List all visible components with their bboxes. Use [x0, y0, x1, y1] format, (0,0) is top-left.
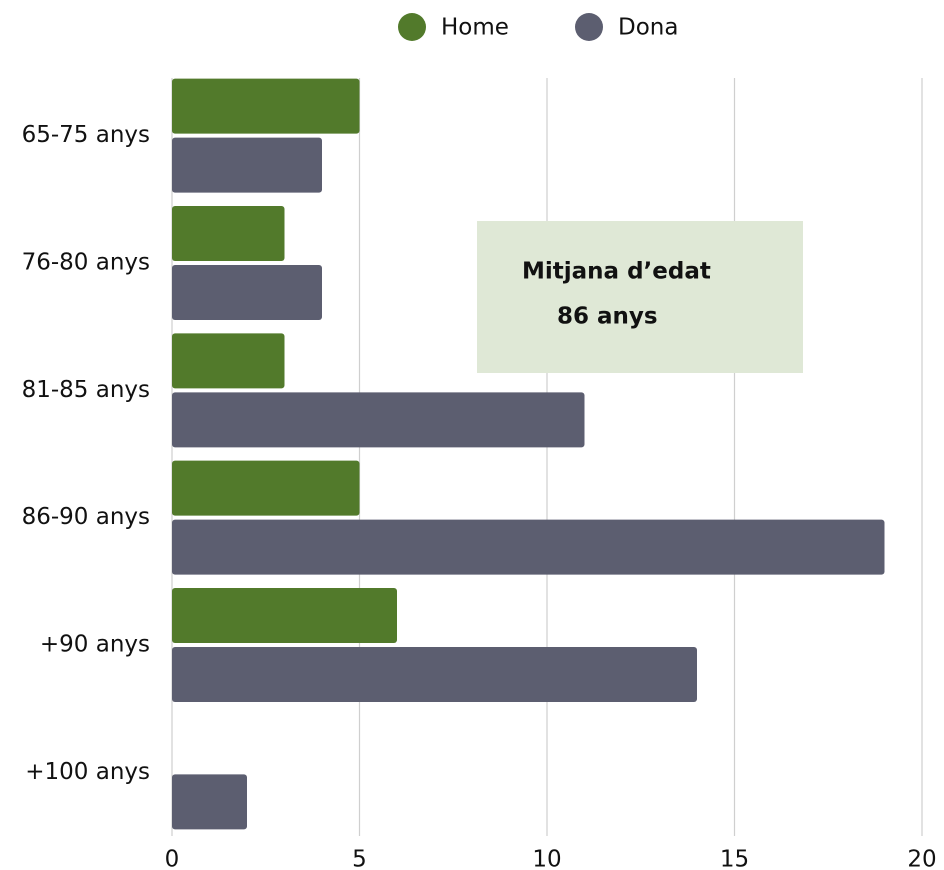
bar [172, 647, 697, 702]
bar [172, 206, 285, 261]
annotation-box [477, 221, 803, 373]
y-tick-label: +100 anys [25, 759, 150, 785]
y-tick-label: 86-90 anys [22, 504, 150, 530]
annotation-text: 86 anys [557, 304, 658, 330]
bar [172, 137, 322, 193]
legend-label: Home [441, 15, 509, 41]
bar [172, 460, 360, 516]
bar [172, 78, 360, 134]
bar [172, 519, 885, 575]
x-tick-label: 15 [720, 847, 749, 870]
legend-label: Dona [618, 15, 678, 41]
annotation-text: Mitjana d’edat [522, 259, 711, 285]
bar [172, 392, 585, 448]
y-tick-label: 81-85 anys [22, 377, 150, 403]
bar [172, 774, 247, 830]
legend-marker [398, 13, 426, 41]
y-tick-label: 76-80 anys [22, 250, 150, 276]
bar [172, 265, 322, 320]
x-tick-label: 10 [532, 847, 561, 870]
legend-marker [575, 13, 603, 41]
x-tick-label: 0 [165, 847, 180, 870]
x-tick-label: 20 [907, 847, 936, 870]
bar [172, 588, 397, 643]
y-tick-label: 65-75 anys [22, 122, 150, 148]
bar [172, 333, 285, 389]
y-tick-label: +90 anys [40, 632, 150, 658]
x-tick-label: 5 [352, 847, 367, 870]
